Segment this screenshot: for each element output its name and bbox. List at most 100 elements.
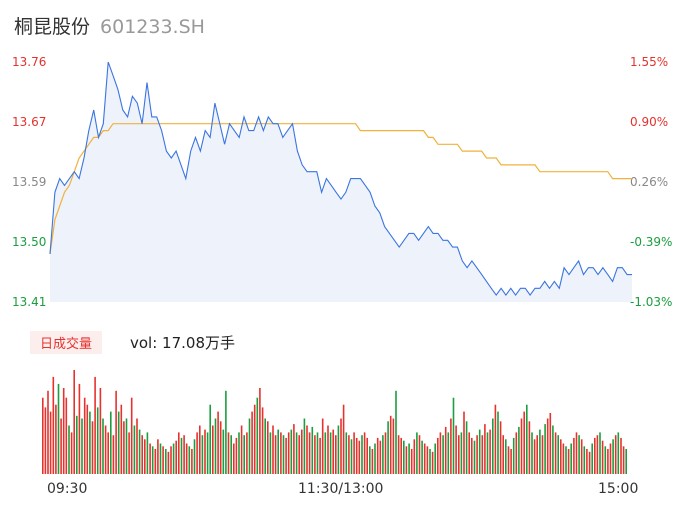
- volume-bar: [439, 432, 442, 474]
- volume-bar: [107, 432, 109, 474]
- volume-bar: [408, 443, 410, 474]
- volume-bars: [42, 370, 627, 474]
- volume-bar: [570, 443, 572, 474]
- volume-bar: [437, 437, 439, 474]
- volume-bar: [285, 437, 287, 474]
- volume-bar: [167, 451, 170, 474]
- volume-bar: [117, 411, 120, 474]
- volume-bar: [78, 383, 81, 474]
- volume-bar: [146, 432, 149, 474]
- volume-bar: [73, 370, 75, 474]
- volume-bar: [83, 397, 86, 474]
- volume-bar: [431, 451, 434, 474]
- volume-bar: [499, 421, 502, 474]
- volume-bar: [264, 418, 266, 474]
- volume-bar: [591, 443, 593, 474]
- volume-bar: [552, 425, 554, 474]
- stock-name: 桐昆股份: [14, 16, 91, 38]
- volume-bar: [115, 390, 117, 474]
- volume-bar: [104, 425, 107, 474]
- volume-bar: [478, 429, 481, 474]
- volume-bar: [342, 404, 345, 474]
- volume-bar: [259, 388, 261, 474]
- volume-bar: [162, 446, 164, 474]
- volume-bar: [421, 440, 423, 474]
- volume-bar: [371, 449, 374, 474]
- volume-bar: [55, 404, 57, 474]
- volume-bar: [384, 432, 387, 474]
- volume-bar: [227, 432, 230, 474]
- volume-bar: [233, 443, 235, 474]
- volume-bar: [212, 425, 214, 474]
- volume-bar: [518, 426, 520, 474]
- volume-bar: [465, 421, 468, 474]
- price-label-2: 13.67: [12, 115, 47, 129]
- volume-bar: [620, 437, 622, 474]
- volume-bar: [201, 435, 204, 474]
- volume-bar: [473, 440, 476, 474]
- volume-bar: [332, 429, 334, 474]
- volume-bar: [112, 435, 115, 474]
- volume-bar: [604, 446, 607, 474]
- volume-bar: [429, 449, 431, 474]
- pct-label-3: 0.26%: [630, 175, 669, 189]
- volume-bar: [486, 432, 489, 474]
- volume-bar: [463, 411, 465, 474]
- volume-bar: [238, 432, 240, 474]
- volume-bar: [327, 425, 329, 474]
- volume-bar: [204, 429, 206, 474]
- volume-bar: [452, 397, 455, 474]
- volume-bar: [81, 418, 83, 474]
- volume-bar: [622, 446, 625, 474]
- volume-bar: [319, 437, 321, 474]
- volume-bar: [290, 429, 293, 474]
- volume-bar: [157, 439, 159, 474]
- volume-bar: [76, 415, 78, 474]
- volume-bar: [567, 449, 570, 474]
- volume-bar: [617, 432, 620, 474]
- volume-bar: [410, 449, 413, 474]
- volume-bar: [253, 404, 256, 474]
- volume-bar: [340, 418, 342, 474]
- volume-bar: [178, 432, 180, 474]
- pct-label-5: -1.03%: [630, 295, 673, 309]
- volume-bar: [321, 418, 324, 474]
- price-line: [49, 61, 632, 297]
- volume-bar: [314, 435, 316, 474]
- volume-bar: [358, 440, 361, 474]
- volume-bar: [609, 443, 612, 474]
- volume-bar: [267, 421, 269, 474]
- volume-bar: [170, 446, 172, 474]
- volume-bar: [557, 435, 559, 474]
- volume-bar: [484, 424, 486, 474]
- volume-bar: [387, 421, 389, 474]
- volume-bar: [240, 425, 243, 474]
- volume-bar: [361, 435, 363, 474]
- volume-bar: [588, 451, 591, 474]
- volume-bar: [280, 432, 282, 474]
- volume-bar: [497, 411, 499, 474]
- volume-bar: [502, 435, 504, 474]
- volume-bar: [199, 425, 201, 474]
- volume-bar: [366, 437, 368, 474]
- volume-bar: [209, 404, 211, 474]
- volume-bar: [345, 432, 348, 474]
- volume-bar: [57, 383, 60, 474]
- volume-bar: [471, 437, 473, 474]
- volume-bar: [599, 432, 601, 474]
- volume-bar: [481, 435, 484, 474]
- volume-bar: [405, 446, 408, 474]
- volume-bar: [492, 418, 494, 474]
- volume-bar: [298, 435, 300, 474]
- volume-bar: [601, 440, 604, 474]
- volume-bar: [335, 435, 337, 474]
- volume-bar: [450, 418, 452, 474]
- volume-bar: [423, 443, 426, 474]
- volume-bar: [230, 435, 232, 474]
- volume-bar: [426, 446, 429, 474]
- volume-bar: [123, 421, 125, 474]
- volume-bar: [528, 421, 531, 474]
- volume-bar: [191, 449, 193, 474]
- price-label-4: 13.50: [12, 235, 47, 249]
- volume-bar: [562, 443, 565, 474]
